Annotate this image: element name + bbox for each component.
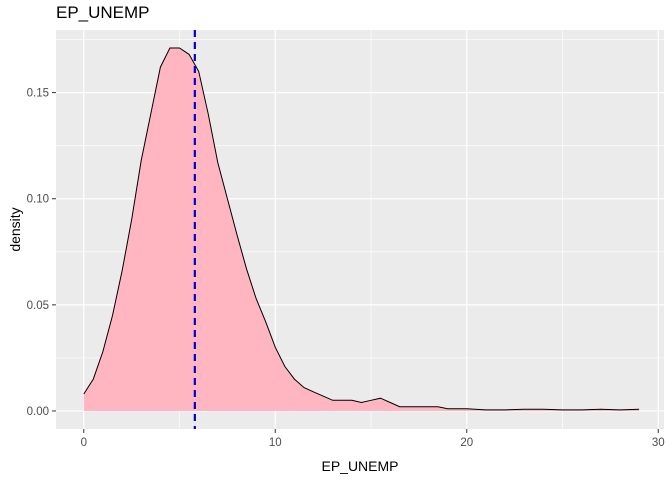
y-axis-title: density <box>7 207 23 251</box>
y-axis: 0.00 0.05 0.10 0.15 <box>27 88 56 418</box>
x-tick-label: 20 <box>460 437 473 449</box>
y-tick-label: 0.00 <box>27 406 49 418</box>
x-axis: 0 10 20 30 <box>81 429 665 449</box>
x-tick-label: 10 <box>269 437 282 449</box>
x-tick-label: 30 <box>652 437 665 449</box>
density-line <box>83 47 640 411</box>
y-tick-label: 0.05 <box>27 300 49 312</box>
x-tick-label: 0 <box>81 437 87 449</box>
x-axis-title: EP_UNEMP <box>321 458 398 474</box>
y-tick-label: 0.10 <box>27 194 49 206</box>
density-area <box>83 48 640 411</box>
y-tick-label: 0.15 <box>27 88 49 100</box>
chart-title: EP_UNEMP <box>56 3 150 22</box>
